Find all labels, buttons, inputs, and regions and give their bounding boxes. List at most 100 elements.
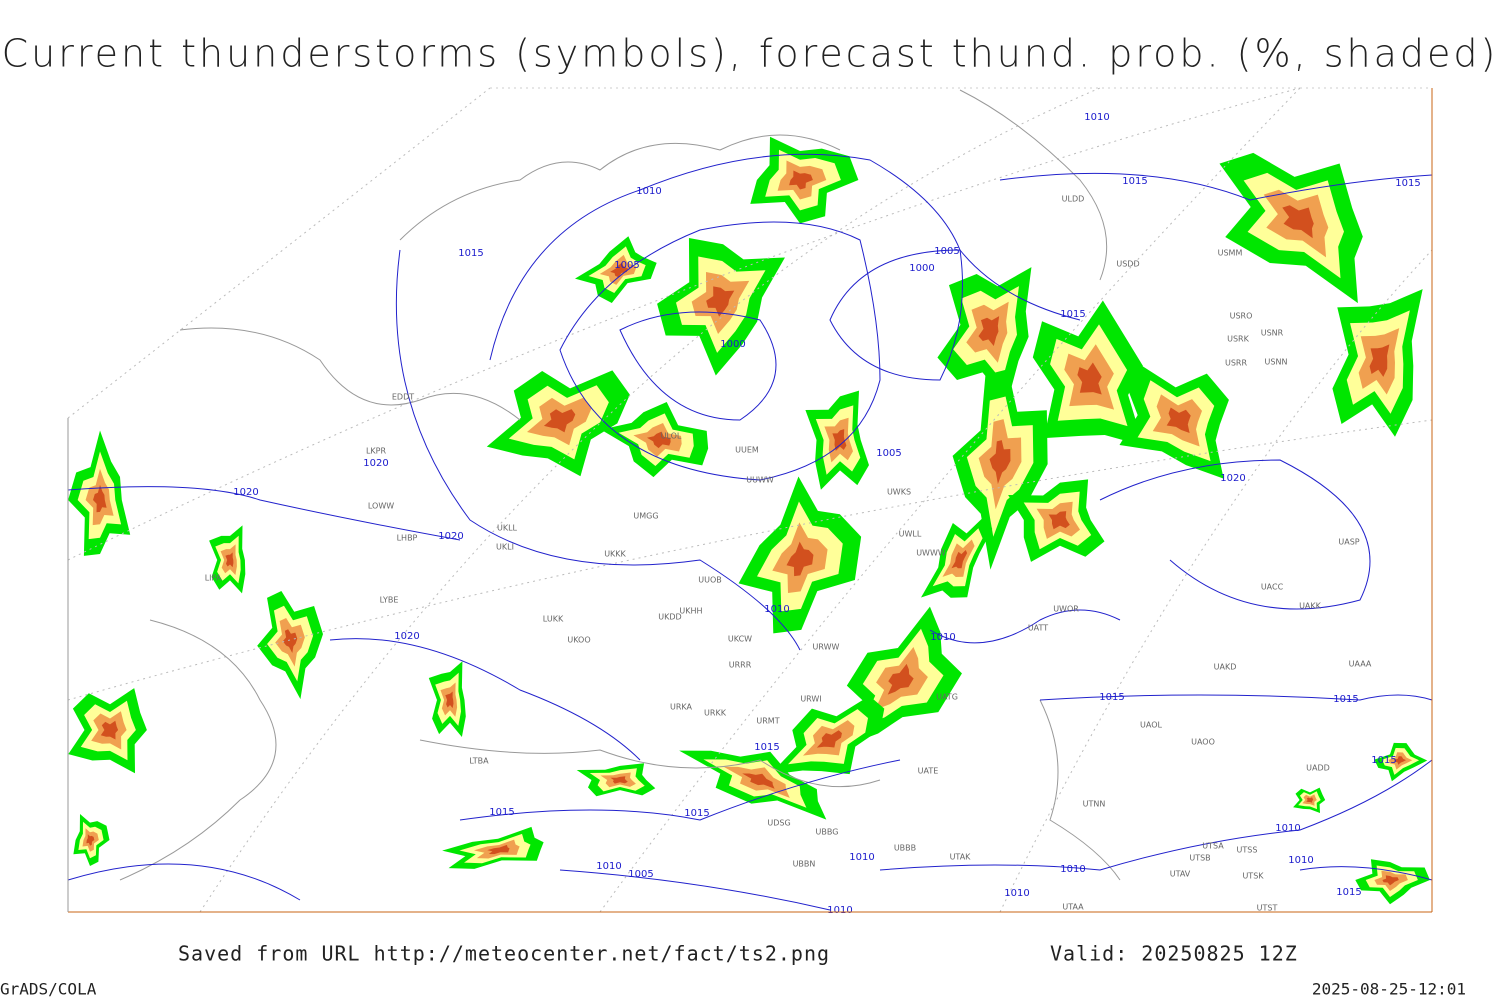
shading-region [789,170,813,190]
isobar-label: 1015 [1395,178,1420,189]
station-label: UADD [1306,764,1330,773]
isobar-label: 1015 [458,248,483,259]
isobar-label: 1005 [876,448,901,459]
station-label: UTSK [1242,872,1264,881]
shading-region [93,484,107,513]
shading-region [887,663,914,695]
shading-region [100,720,119,740]
isobar-label: 1015 [1371,755,1396,766]
isobar-label: 1005 [934,246,959,257]
shading-region [1077,362,1102,395]
shading-region [1394,756,1407,765]
shading-region [989,440,1011,485]
station-label: ULOL [661,432,682,441]
isobar-label: 1010 [1288,855,1313,866]
station-label: URKK [704,709,727,718]
station-label: UUWW [746,476,774,485]
shading-region [742,773,775,789]
station-label: USMM [1218,249,1243,258]
isobar-label: 1010 [636,186,661,197]
shading-region [706,286,735,317]
isobar-label: 1010 [1084,112,1109,123]
station-label: UKLI [496,543,514,552]
station-label: LOWW [368,502,394,511]
station-label: UWOR [1053,605,1079,614]
station-label: UKDD [658,613,681,622]
isobar-label: 1015 [754,742,779,753]
station-label: URWI [800,695,821,704]
station-label: UWKS [887,488,911,497]
station-label: UTAV [1170,870,1191,879]
station-label: UBBN [793,860,816,869]
shading-region [1369,344,1390,377]
thunder-probability-shading [68,136,1430,905]
station-label: UATG [936,693,958,702]
shading-region [816,730,842,748]
station-label: LTBA [469,757,489,766]
station-label: UBBB [894,844,916,853]
station-label: USRO [1230,312,1253,321]
station-label: USDD [1116,260,1139,269]
station-label: UTSB [1189,854,1210,863]
shading-region [647,431,671,449]
isobars [67,153,1433,911]
isobar-label: 1020 [363,458,388,469]
shading-region [951,550,968,569]
isobar-label: 1010 [596,861,621,872]
station-label: UTAA [1062,903,1084,912]
station-label: UASP [1338,538,1359,547]
station-label: URMT [756,717,779,726]
shading-region [610,262,629,278]
valid-time: Valid: 20250825 12Z [1050,942,1298,966]
station-label: URWW [813,643,840,652]
shading-region [1382,875,1399,886]
station-label: LUKK [543,615,564,624]
isobar-label: 1010 [1275,823,1300,834]
isobar-label: 1015 [1336,887,1361,898]
isobar-label: 1020 [438,531,463,542]
station-label: UATE [918,767,939,776]
station-label: URRR [729,661,752,670]
station-label: UAAA [1349,660,1372,669]
shading-region [445,691,454,709]
station-label: UKOO [567,636,590,645]
isobar-label: 1005 [614,260,639,271]
station-label: LIPA [205,574,222,583]
station-label: UTSS [1237,846,1258,855]
shading-region [225,552,234,568]
isobar-label: 1020 [233,487,258,498]
shading-region [832,429,847,451]
station-label: UAOL [1140,721,1162,730]
station-label: UWLL [899,530,922,539]
shading-region [86,834,95,846]
shading-region [1282,205,1314,239]
shading-region [282,629,298,653]
isobar-label: 1015 [1060,309,1085,320]
isobar-label: 1010 [849,852,874,863]
shading-region [487,844,510,855]
title: Current thunderstorms (symbols), forecas… [2,32,1499,76]
isobar-label: 1020 [1220,473,1245,484]
isobar-label: 1015 [1122,176,1147,187]
isobar-label: 1020 [394,631,419,642]
isobar-label: 1015 [1099,692,1124,703]
shading-region [786,541,814,577]
station-label: UAKK [1299,602,1322,611]
shading-region [543,409,576,433]
coastlines [119,89,1121,881]
station-label: UDSG [767,819,790,828]
station-label: UTNN [1083,800,1106,809]
isobar-label: 1000 [909,263,934,274]
isobar-label: 1010 [1004,888,1029,899]
station-label: UTSA [1202,842,1224,851]
shading-region [1048,511,1070,530]
isobar-label: 1010 [930,632,955,643]
station-label: USNR [1261,329,1284,338]
isobar-label: 1010 [827,905,852,916]
station-label: LYBE [380,596,399,605]
station-label: UUEM [735,446,759,455]
isobar-label: 1015 [684,808,709,819]
station-label: UAKD [1214,663,1237,672]
station-label: EDDT [392,393,414,402]
